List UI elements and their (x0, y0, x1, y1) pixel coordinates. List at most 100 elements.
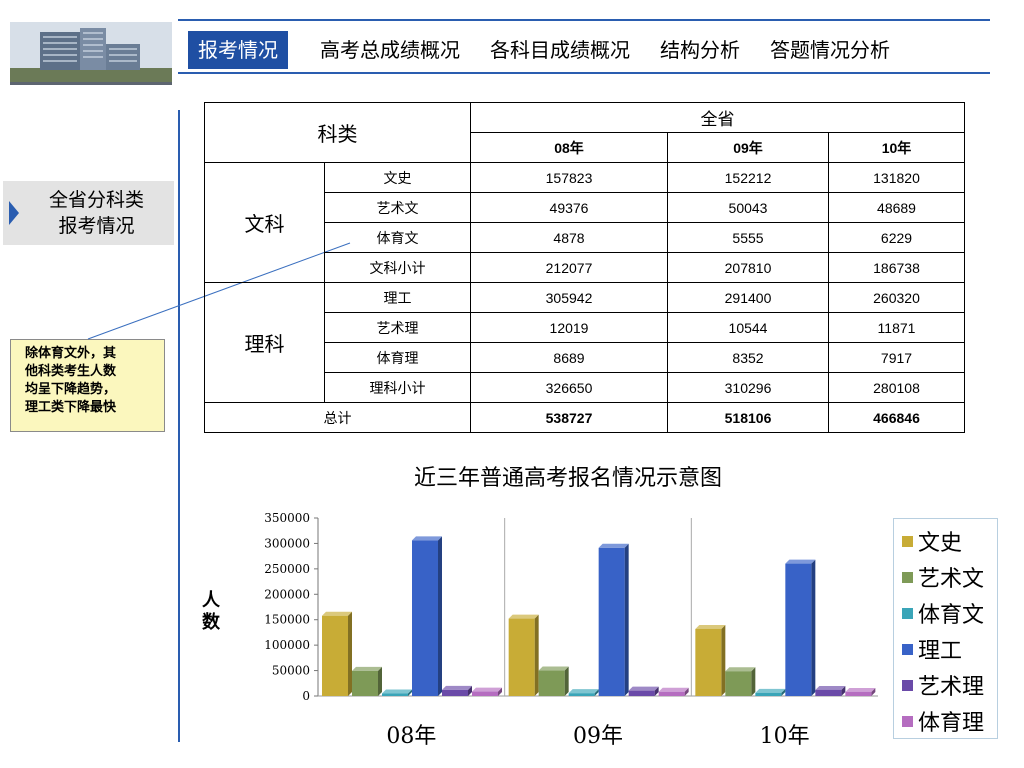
legend-label: 艺术理 (918, 675, 985, 700)
legend-label: 体育文 (918, 603, 985, 628)
row-label: 文科小计 (324, 252, 471, 283)
bar (352, 670, 378, 696)
legend-item: 体育文 (894, 595, 997, 631)
bar (442, 689, 468, 696)
y-tick-label: 50000 (272, 664, 310, 678)
chart-title: 近三年普通高考报名情况示意图 (414, 466, 722, 491)
bar-side (408, 689, 412, 696)
cell-value: 8352 (667, 342, 829, 373)
header-province: 全省 (470, 102, 965, 133)
bar-side (624, 543, 629, 696)
bar (845, 691, 872, 696)
bar-top (695, 624, 726, 629)
sidebar-item-province-registration[interactable]: 全省分科类 报考情况 (3, 181, 174, 245)
bar-top (538, 666, 569, 671)
y-axis-label: 数 (202, 611, 221, 633)
header-category: 科类 (204, 102, 471, 163)
legend-label: 理工 (918, 639, 963, 664)
cell-value: 10544 (667, 312, 829, 343)
bar-side (498, 687, 502, 696)
bar (598, 547, 625, 696)
legend-swatch (902, 535, 913, 547)
bar (322, 615, 348, 696)
legend-item: 艺术文 (894, 559, 997, 595)
bar (658, 691, 685, 696)
y-tick-label: 200000 (264, 587, 310, 601)
bar-top (785, 559, 816, 564)
tab-total-score-overview[interactable]: 高考总成绩概况 (320, 38, 460, 62)
legend-swatch (902, 607, 913, 619)
tab-registration[interactable]: 报考情况 (188, 31, 288, 69)
bar-top (322, 611, 352, 616)
bar (538, 670, 565, 696)
bar (628, 690, 655, 696)
bar-side (811, 559, 816, 696)
bar-side (654, 686, 659, 696)
bar-top (658, 687, 689, 692)
legend-item: 文史 (894, 523, 997, 559)
tab-answer-analysis[interactable]: 答题情况分析 (770, 38, 890, 62)
bar-side (781, 688, 786, 696)
table-row: 体育理 8689 8352 7917 (205, 342, 965, 373)
legend-item: 理工 (894, 631, 997, 667)
table-row: 艺术理 12019 10544 11871 (205, 312, 965, 343)
cell-value: 50043 (667, 192, 829, 223)
y-tick-label: 0 (302, 689, 310, 703)
legend-label: 艺术文 (918, 567, 985, 592)
group-label: 理科 (204, 282, 325, 403)
legend-swatch (902, 571, 913, 583)
cell-value: 11871 (828, 312, 965, 343)
x-tick-label: 08年 (386, 724, 436, 749)
bar (412, 540, 438, 696)
cell-value: 5555 (667, 222, 829, 253)
bar-top (508, 614, 539, 619)
legend-swatch (902, 679, 913, 691)
y-tick-label: 150000 (264, 613, 310, 627)
cell-value: 280108 (828, 372, 965, 403)
total-value: 538727 (470, 402, 668, 433)
bar (568, 693, 595, 696)
year-header: 10年 (828, 132, 965, 163)
cell-value: 326650 (470, 372, 668, 403)
tab-subject-score-overview[interactable]: 各科目成绩概况 (490, 38, 630, 62)
x-tick-label: 09年 (573, 724, 623, 749)
y-tick-label: 100000 (264, 638, 310, 652)
legend-swatch (902, 715, 913, 727)
bar-top (725, 667, 756, 672)
header-rule-top (178, 19, 990, 21)
legend-label: 文史 (918, 531, 963, 556)
table-row: 理科 理工 305942 291400 260320 (204, 282, 965, 403)
cell-value: 4878 (470, 222, 668, 253)
bar-top (845, 687, 876, 692)
bar-side (684, 687, 689, 696)
bar (725, 671, 752, 696)
cell-value: 305942 (470, 282, 668, 313)
cell-value: 291400 (667, 282, 829, 313)
row-label: 艺术文 (324, 192, 471, 223)
bar-side (438, 536, 442, 696)
table-row-total: 总计 538727 518106 466846 (204, 402, 965, 433)
header-rule-bottom (178, 72, 990, 74)
y-tick-label: 350000 (264, 511, 310, 525)
y-tick-label: 250000 (264, 562, 310, 576)
bar-top (442, 685, 472, 690)
top-nav: 报考情况 高考总成绩概况 各科目成绩概况 结构分析 答题情况分析 (188, 31, 900, 69)
registration-table: 科类 全省 08年 09年 10年 文科 文史 157823 152212 13… (204, 102, 965, 433)
bar-top (412, 536, 442, 541)
bar (695, 628, 722, 696)
legend-item: 艺术理 (894, 667, 997, 703)
chart-legend: 文史 艺术文 体育文 理工 艺术理 体育理 (893, 518, 998, 739)
bar-side (751, 667, 756, 696)
cell-value: 310296 (667, 372, 829, 403)
bar-top (568, 689, 599, 694)
table-row: 理科小计 326650 310296 280108 (205, 372, 965, 403)
bar (755, 692, 782, 696)
bar (472, 691, 498, 696)
y-axis-label: 人 (202, 590, 221, 611)
tab-structure-analysis[interactable]: 结构分析 (660, 38, 740, 62)
bar (815, 689, 842, 696)
cell-value: 157823 (470, 162, 668, 193)
row-label: 体育文 (324, 222, 471, 253)
bar (382, 693, 408, 696)
